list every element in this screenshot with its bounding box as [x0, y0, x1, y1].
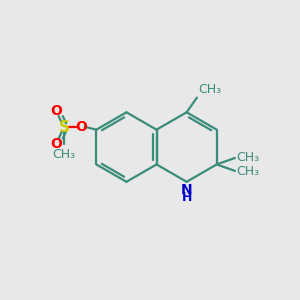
Text: CH₃: CH₃ [52, 148, 76, 161]
Text: O: O [50, 137, 62, 151]
Text: N: N [181, 183, 193, 197]
Text: H: H [182, 191, 192, 204]
Text: CH₃: CH₃ [198, 83, 221, 96]
Text: CH₃: CH₃ [236, 151, 259, 164]
Text: O: O [75, 120, 87, 134]
Text: O: O [50, 104, 62, 118]
Text: CH₃: CH₃ [236, 165, 259, 178]
Text: S: S [58, 120, 70, 135]
